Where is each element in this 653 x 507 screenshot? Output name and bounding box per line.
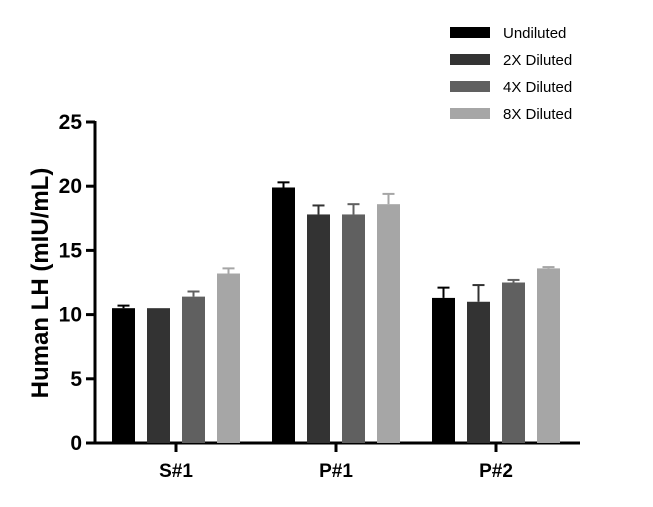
- legend-label: 2X Diluted: [503, 52, 572, 69]
- bar: [502, 282, 525, 443]
- legend-swatch: [450, 54, 490, 65]
- legend: Undiluted 2X Diluted 4X Diluted 8X Diluted: [450, 25, 572, 123]
- category-label: S#1: [159, 461, 193, 482]
- category-label: P#1: [319, 461, 353, 482]
- legend-label: Undiluted: [503, 25, 566, 42]
- y-tick-label: 5: [70, 368, 82, 391]
- bar: [112, 308, 135, 443]
- bar: [537, 268, 560, 443]
- y-tick-label: 10: [59, 304, 82, 327]
- y-tick-label: 25: [59, 111, 83, 134]
- bar: [467, 301, 490, 443]
- bar: [182, 296, 205, 443]
- category-label: P#2: [479, 461, 513, 482]
- axes: 0 5 10 15 20 25 S#1 P#1 P#2: [59, 111, 580, 482]
- legend-label: 4X Diluted: [503, 79, 572, 96]
- bar: [147, 308, 170, 443]
- bar: [432, 297, 455, 443]
- legend-swatch: [450, 81, 490, 92]
- y-tick-label: 20: [59, 175, 82, 198]
- y-axis-label: Human LH (mIU/mL): [27, 168, 54, 399]
- legend-label: 8X Diluted: [503, 106, 572, 123]
- legend-swatch: [450, 27, 490, 38]
- bar: [342, 214, 365, 443]
- bars: [112, 181, 560, 443]
- bar: [307, 214, 330, 443]
- y-tick-label: 15: [59, 239, 83, 262]
- bar: [272, 187, 295, 443]
- legend-swatch: [450, 108, 490, 119]
- bar: [217, 273, 240, 443]
- bar: [377, 204, 400, 443]
- y-tick-label: 0: [70, 432, 82, 455]
